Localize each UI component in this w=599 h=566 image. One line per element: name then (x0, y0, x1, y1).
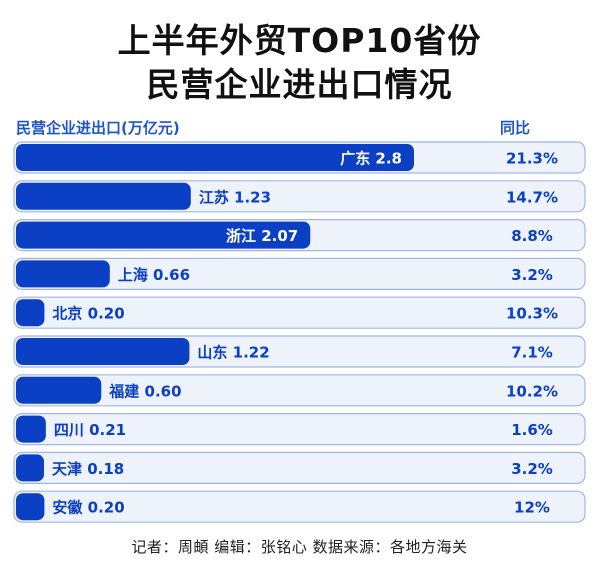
bar-track (13, 296, 586, 329)
bar-label: 广东 2.8 (340, 150, 402, 168)
yoy-label: 21.3% (506, 150, 558, 168)
bar-track (13, 490, 586, 523)
chart-title-line1: 上半年外贸TOP10省份 (117, 21, 482, 60)
bar-上海 (16, 260, 110, 288)
bar-label: 山东 1.22 (197, 344, 269, 362)
bar-山东 (16, 338, 190, 365)
yoy-label: 10.2% (506, 382, 558, 400)
value-column-header: 民营企业进出口(万亿元) (16, 119, 180, 137)
bar-label: 四川 0.21 (54, 421, 126, 439)
yoy-label: 7.1% (511, 344, 553, 362)
bar-浙江 (16, 221, 311, 249)
bar-track (13, 451, 586, 484)
bar-天津 (16, 454, 44, 482)
bar-北京 (16, 299, 45, 327)
yoy-label: 3.2% (511, 460, 553, 478)
bar-label: 上海 0.66 (118, 266, 190, 284)
bar-label: 天津 0.18 (52, 460, 124, 478)
bar-label: 江苏 1.23 (199, 188, 271, 206)
bar-四川 (16, 415, 46, 443)
bar-福建 (16, 376, 102, 404)
yoy-label: 3.2% (511, 266, 553, 284)
bar-track (13, 413, 586, 446)
bar-安徽 (16, 493, 45, 521)
bar-chart: 广东 2.8 21.3% 江苏 1.23 14.7% 浙江 2.07 8.8% 上海 0.6… (13, 141, 586, 523)
bar-label: 福建 0.60 (108, 382, 181, 400)
bar-江苏 (16, 182, 191, 210)
chart-title-line2: 民营企业进出口情况 (146, 65, 453, 104)
yoy-label: 1.6% (511, 421, 553, 439)
bar-track (13, 257, 586, 290)
footer-credits: 记者：周頔 编辑：张铭心 数据来源：各地方海关 (131, 538, 468, 556)
bar-label: 北京 0.20 (52, 305, 124, 323)
bar-广东 (16, 144, 414, 171)
yoy-label: 12% (514, 499, 550, 517)
yoy-column-header: 同比 (500, 119, 531, 137)
bar-track (13, 374, 586, 407)
bar-label: 浙江 2.07 (226, 227, 298, 245)
yoy-label: 8.8% (511, 227, 553, 245)
bar-label: 安徽 0.20 (52, 499, 124, 517)
yoy-label: 10.3% (506, 305, 558, 323)
yoy-label: 14.7% (506, 188, 558, 206)
